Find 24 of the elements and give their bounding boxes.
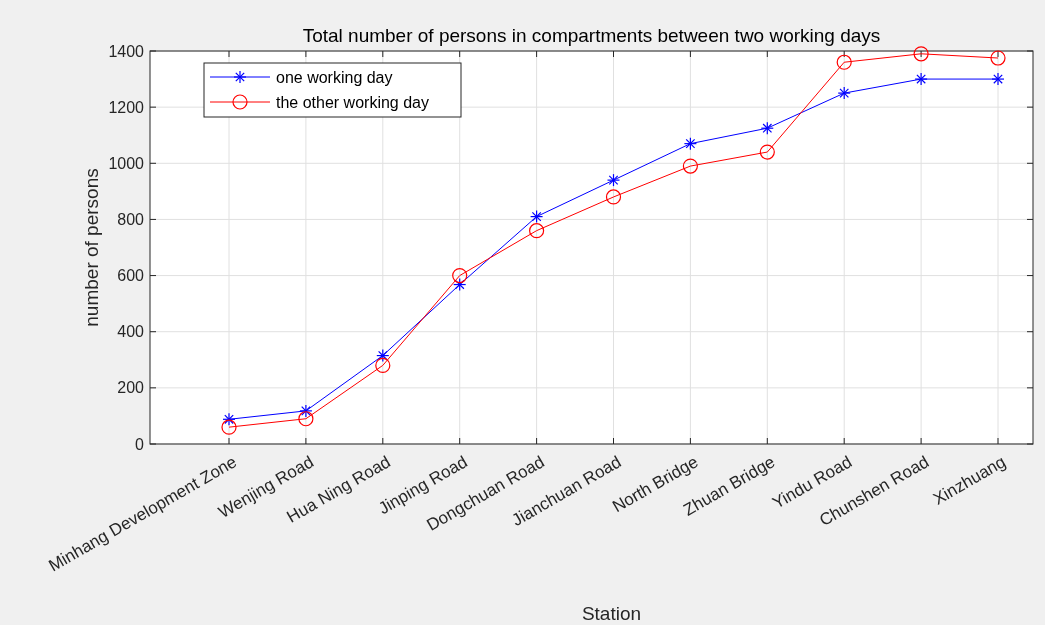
point: [298, 411, 314, 427]
y-tick-label: 0: [135, 435, 145, 453]
point: [452, 267, 468, 284]
y-axis-title: number of persons: [81, 168, 102, 327]
point: [913, 46, 929, 62]
chart-title: Total number of persons in compartments between two working days: [302, 25, 881, 46]
point: [836, 54, 852, 70]
point: [759, 144, 775, 160]
point: [375, 357, 391, 373]
point: [990, 50, 1006, 66]
y-tick-label: 1000: [108, 154, 145, 172]
point: [221, 419, 237, 435]
point: [682, 158, 698, 174]
point: [605, 189, 622, 205]
x-axis-title: Station: [581, 603, 642, 624]
y-tick-label: 400: [117, 323, 145, 341]
y-tick-label: 200: [117, 379, 145, 397]
legend-label: the other working day: [276, 93, 429, 111]
y-tick-label: 1200: [108, 98, 145, 116]
y-tick-label: 600: [117, 267, 145, 285]
point: [529, 223, 545, 239]
y-tick-label: 800: [117, 211, 145, 229]
legend-label: one working day: [276, 68, 393, 86]
y-tick-label: 1400: [108, 42, 145, 60]
